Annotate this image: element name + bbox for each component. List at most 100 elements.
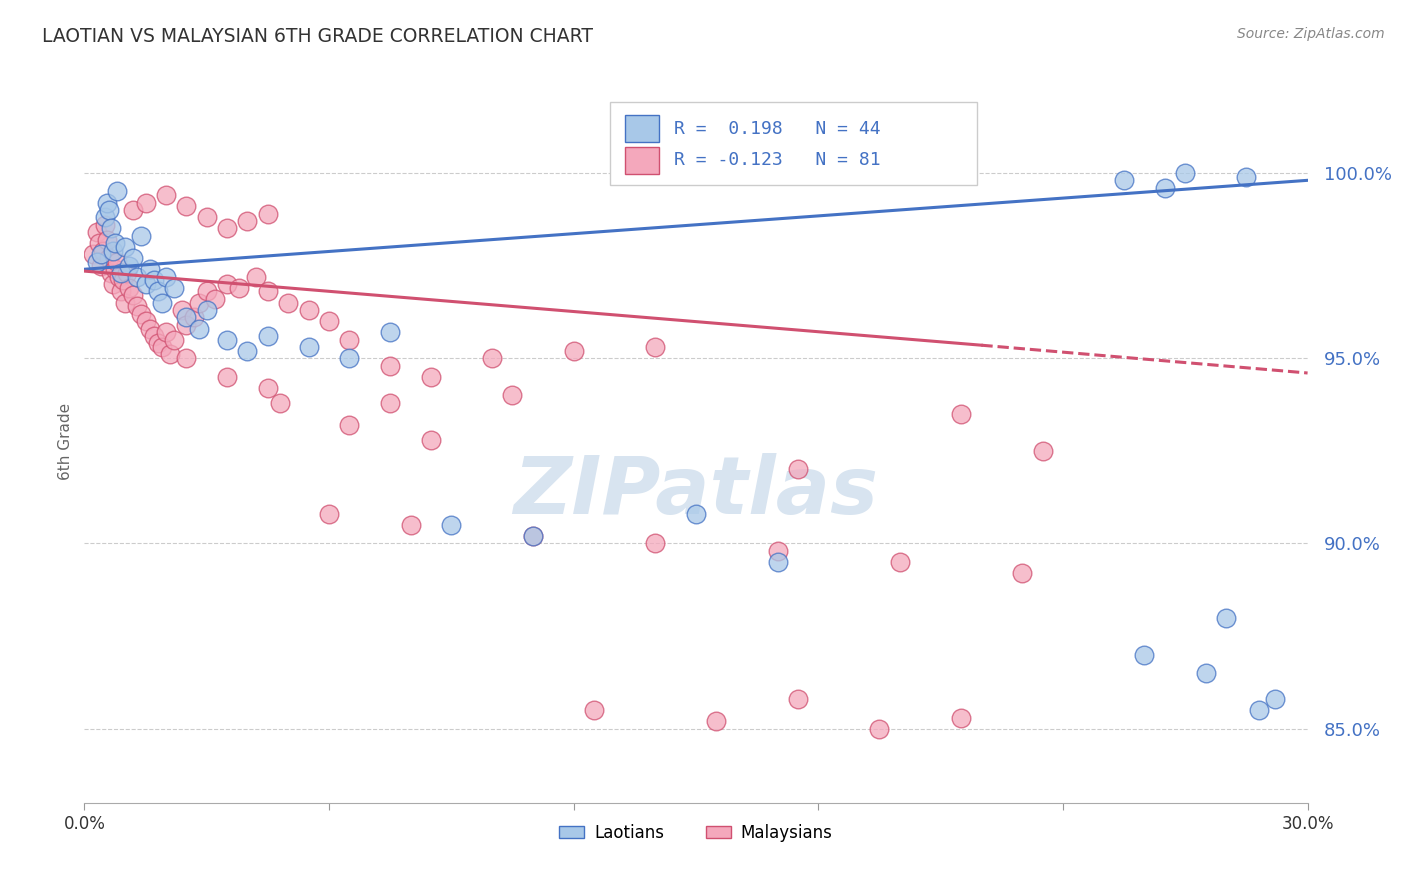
Point (195, 211, 218, 225)
Point (108, 269, 131, 284)
Point (114, 240, 136, 254)
Point (104, 236, 127, 251)
Point (1195, 666, 1218, 681)
Point (217, 333, 239, 347)
Point (950, 407, 973, 421)
Point (706, 714, 728, 729)
Point (114, 295, 136, 310)
Point (217, 277, 239, 291)
Point (131, 307, 153, 321)
Point (127, 299, 149, 313)
Point (257, 285, 280, 299)
Point (118, 259, 141, 273)
Point (97, 202, 120, 217)
Point (146, 285, 169, 299)
Point (399, 517, 422, 532)
Point (122, 288, 145, 302)
Point (93, 211, 115, 225)
Point (440, 517, 463, 532)
Point (96, 195, 118, 210)
Point (1133, 648, 1156, 662)
Point (105, 185, 128, 199)
Point (100, 221, 122, 235)
Point (142, 329, 165, 343)
Point (174, 310, 197, 325)
Point (1174, 166, 1197, 180)
Point (150, 340, 173, 354)
Point (583, 703, 606, 717)
Point (155, 325, 177, 339)
Point (766, 544, 789, 558)
Point (93, 218, 115, 232)
Point (269, 395, 291, 409)
Point (950, 710, 973, 724)
Point (118, 281, 141, 295)
Text: ZIPatlas: ZIPatlas (513, 453, 879, 531)
Point (101, 244, 124, 258)
Point (90, 247, 112, 261)
Point (298, 340, 321, 354)
Point (100, 266, 122, 280)
Point (135, 277, 157, 291)
Point (228, 281, 250, 295)
Point (380, 325, 402, 339)
Point (766, 555, 789, 569)
Point (101, 277, 124, 291)
Point (257, 207, 280, 221)
Point (90, 259, 112, 273)
Point (298, 303, 321, 318)
Text: R = -0.123   N = 81: R = -0.123 N = 81 (673, 152, 880, 169)
Point (110, 266, 132, 280)
Point (138, 321, 160, 335)
Point (195, 285, 218, 299)
Point (1114, 173, 1136, 187)
Point (481, 351, 503, 366)
Point (644, 536, 666, 550)
Point (138, 262, 160, 277)
Point (380, 395, 402, 409)
Point (339, 417, 361, 432)
Point (1236, 169, 1258, 184)
Point (135, 195, 157, 210)
Point (115, 266, 138, 280)
Point (122, 202, 145, 217)
Point (245, 269, 267, 284)
Point (236, 214, 259, 228)
Point (869, 722, 891, 736)
Bar (626, 115, 659, 143)
Point (112, 273, 135, 287)
Point (217, 369, 239, 384)
Point (236, 343, 259, 358)
Point (174, 199, 197, 213)
Point (91, 244, 114, 258)
Point (187, 295, 209, 310)
Point (131, 228, 153, 243)
Point (257, 381, 280, 395)
Point (122, 251, 145, 265)
Point (110, 285, 132, 299)
Point (1032, 443, 1054, 458)
Point (787, 462, 810, 476)
Point (163, 281, 186, 295)
Point (195, 303, 218, 318)
Point (318, 507, 340, 521)
Point (889, 555, 911, 569)
Point (174, 318, 197, 332)
Point (685, 507, 707, 521)
Point (172, 303, 194, 318)
Point (1264, 692, 1286, 706)
Point (562, 343, 585, 358)
FancyBboxPatch shape (610, 102, 977, 185)
Point (1011, 566, 1033, 580)
Point (86, 255, 108, 269)
Text: Source: ZipAtlas.com: Source: ZipAtlas.com (1237, 27, 1385, 41)
Point (86, 225, 108, 239)
Point (318, 314, 340, 328)
Point (380, 359, 402, 373)
Point (1215, 610, 1237, 624)
Point (217, 221, 239, 235)
Point (183, 310, 205, 325)
Point (146, 336, 169, 351)
Point (522, 529, 544, 543)
Point (105, 255, 128, 269)
